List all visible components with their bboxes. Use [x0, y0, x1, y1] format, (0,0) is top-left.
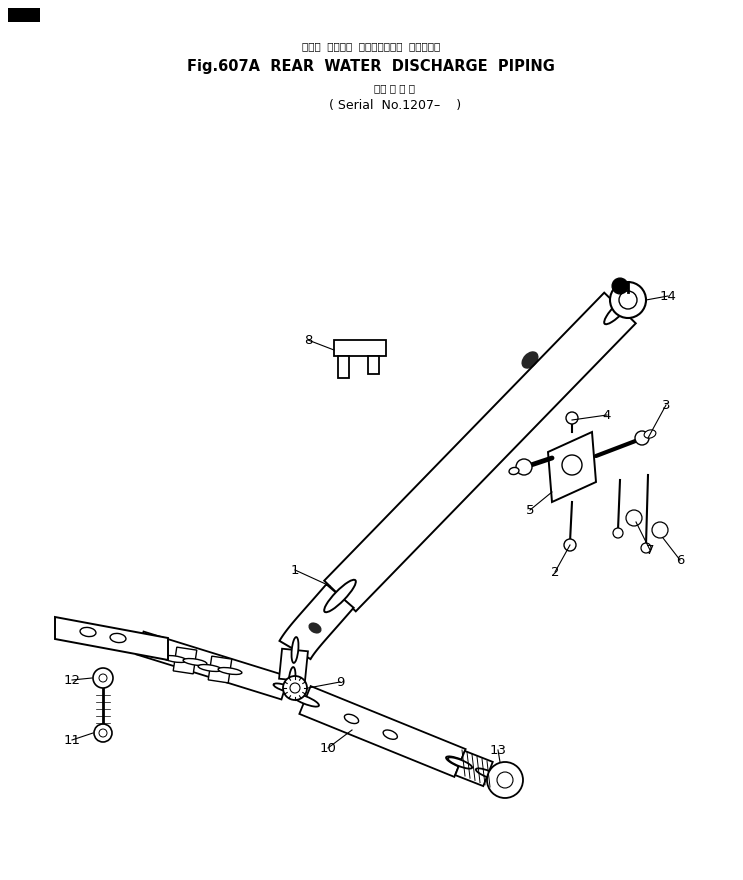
Text: 13: 13: [490, 744, 507, 757]
Circle shape: [99, 674, 107, 682]
Circle shape: [613, 528, 623, 538]
Ellipse shape: [446, 757, 474, 770]
Ellipse shape: [129, 638, 152, 648]
Text: 12: 12: [63, 673, 80, 686]
Polygon shape: [137, 632, 288, 700]
Ellipse shape: [80, 627, 96, 636]
Ellipse shape: [448, 758, 472, 768]
Text: 7: 7: [646, 544, 655, 556]
Text: 2: 2: [551, 566, 559, 578]
FancyBboxPatch shape: [338, 356, 349, 378]
Ellipse shape: [218, 668, 242, 674]
Circle shape: [93, 668, 113, 688]
Circle shape: [619, 291, 637, 309]
Text: 9: 9: [336, 676, 344, 688]
Circle shape: [612, 278, 628, 294]
Ellipse shape: [604, 292, 636, 324]
Text: 4: 4: [603, 408, 611, 422]
Ellipse shape: [288, 667, 296, 693]
Circle shape: [635, 431, 649, 445]
Circle shape: [94, 724, 112, 742]
Ellipse shape: [476, 768, 500, 780]
Circle shape: [566, 412, 578, 424]
Polygon shape: [455, 751, 493, 786]
Text: （適 用 号 機: （適 用 号 機: [374, 83, 415, 93]
Polygon shape: [279, 649, 308, 681]
Polygon shape: [55, 617, 168, 660]
Polygon shape: [279, 584, 354, 659]
Ellipse shape: [345, 715, 359, 723]
Text: ( Serial  No.1207–    ): ( Serial No.1207– ): [329, 99, 461, 112]
Circle shape: [564, 539, 576, 551]
Text: リヤー  ウォータ  ディスチャージ  パイピング: リヤー ウォータ ディスチャージ パイピング: [302, 41, 440, 51]
Ellipse shape: [273, 684, 296, 693]
Polygon shape: [548, 432, 596, 502]
Text: Fig.607A  REAR  WATER  DISCHARGE  PIPING: Fig.607A REAR WATER DISCHARGE PIPING: [187, 58, 555, 74]
Ellipse shape: [110, 634, 126, 642]
Ellipse shape: [522, 351, 539, 369]
Ellipse shape: [183, 658, 207, 665]
Text: 10: 10: [319, 742, 337, 754]
Circle shape: [641, 543, 651, 553]
FancyBboxPatch shape: [8, 8, 40, 22]
Ellipse shape: [644, 429, 656, 438]
Circle shape: [610, 282, 646, 318]
Circle shape: [290, 683, 300, 693]
Circle shape: [626, 510, 642, 526]
Text: 14: 14: [660, 290, 676, 303]
Ellipse shape: [383, 730, 398, 739]
Circle shape: [516, 459, 532, 475]
Ellipse shape: [291, 637, 299, 663]
Circle shape: [283, 676, 307, 700]
Text: 5: 5: [526, 503, 534, 517]
Polygon shape: [208, 656, 232, 683]
Polygon shape: [299, 686, 466, 777]
Text: 11: 11: [63, 734, 80, 746]
Ellipse shape: [163, 656, 187, 663]
Polygon shape: [173, 647, 197, 674]
FancyBboxPatch shape: [334, 340, 386, 356]
Text: 6: 6: [676, 554, 684, 567]
Circle shape: [497, 772, 513, 788]
Circle shape: [562, 455, 582, 475]
Text: 8: 8: [304, 334, 312, 347]
Circle shape: [652, 522, 668, 538]
Ellipse shape: [308, 622, 322, 634]
Ellipse shape: [324, 580, 356, 612]
Circle shape: [487, 762, 523, 798]
Text: 3: 3: [662, 399, 670, 412]
Ellipse shape: [291, 693, 319, 707]
Circle shape: [99, 729, 107, 737]
FancyBboxPatch shape: [368, 356, 379, 374]
Polygon shape: [324, 293, 636, 612]
Ellipse shape: [198, 664, 222, 671]
Text: 1: 1: [291, 563, 299, 576]
Ellipse shape: [509, 467, 519, 474]
